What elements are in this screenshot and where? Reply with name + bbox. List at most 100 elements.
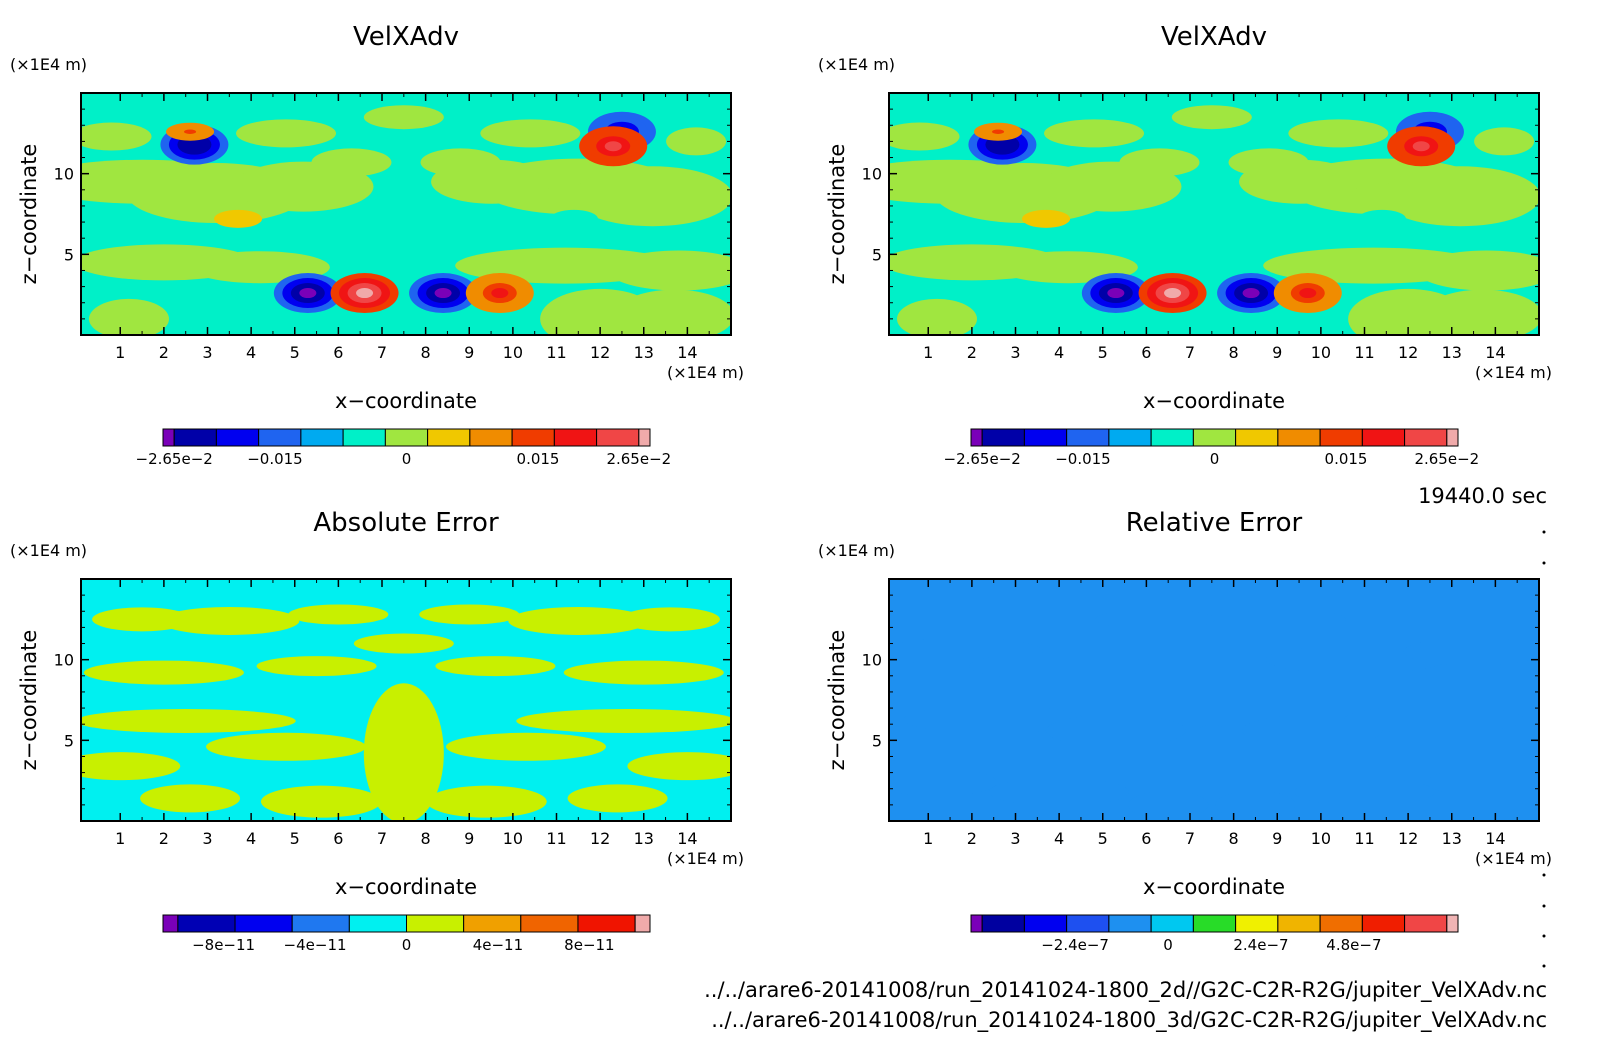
field-texture bbox=[363, 105, 444, 130]
field-feature bbox=[330, 273, 399, 314]
y-tick-label: 10 bbox=[862, 651, 882, 670]
y-tick-label: 10 bbox=[54, 165, 74, 184]
field-feature bbox=[214, 209, 263, 228]
x-tick-label: 7 bbox=[1185, 829, 1195, 848]
chart-title: VelXAdv bbox=[353, 22, 459, 52]
colorbar-label: 2.65e−2 bbox=[606, 450, 671, 468]
field-texture bbox=[1225, 609, 1346, 630]
field-texture bbox=[426, 785, 547, 818]
field-feature bbox=[465, 273, 534, 314]
colorbar-swatch bbox=[1361, 914, 1406, 933]
field bbox=[889, 93, 1539, 335]
y-tick-label: 10 bbox=[862, 165, 882, 184]
field bbox=[81, 579, 731, 821]
colorbar-swatch bbox=[177, 914, 236, 933]
x-tick-label: 11 bbox=[1354, 829, 1374, 848]
x-axis-label: x−coordinate bbox=[335, 389, 477, 413]
feature-ring bbox=[992, 129, 1005, 134]
colorbar-swatch bbox=[981, 914, 1025, 933]
field-texture bbox=[608, 250, 731, 291]
plot-frame bbox=[80, 578, 732, 822]
colorbar-label: −2.4e−7 bbox=[1041, 936, 1109, 954]
colorbar-swatch bbox=[1192, 428, 1237, 447]
field-texture bbox=[1348, 288, 1469, 335]
x-tick-label: 10 bbox=[503, 343, 523, 362]
x-tick-label: 2 bbox=[967, 829, 977, 848]
colorbar-swatch bbox=[1361, 428, 1406, 447]
x-unit-label: (×1E4 m) bbox=[1475, 849, 1552, 868]
field-feature bbox=[1081, 273, 1150, 314]
x-tick-label: 13 bbox=[634, 829, 654, 848]
field-texture bbox=[1265, 645, 1446, 674]
field bbox=[81, 93, 731, 335]
colorbar-label: 0.015 bbox=[1325, 450, 1368, 468]
x-tick-label: 12 bbox=[1398, 343, 1418, 362]
field-texture bbox=[1171, 105, 1252, 130]
x-tick-label: 1 bbox=[115, 343, 125, 362]
field-feature bbox=[549, 209, 598, 228]
colorbar-label: −2.65e−2 bbox=[944, 450, 1021, 468]
feature-ring bbox=[1107, 288, 1125, 299]
x-axis-label: x−coordinate bbox=[335, 875, 477, 899]
colorbar-label: 4.8e−7 bbox=[1326, 936, 1381, 954]
field-texture bbox=[88, 298, 169, 335]
field-texture bbox=[353, 633, 454, 654]
plot-frame bbox=[888, 92, 1540, 336]
field-texture bbox=[619, 607, 720, 632]
x-tick-label: 10 bbox=[1311, 343, 1331, 362]
field-texture bbox=[260, 785, 381, 818]
chart-panel-1: VelXAdv(×1E4 m)1 2 3 4 5 6 7 8 9 10 11 12 13 14510(×1… bbox=[10, 22, 744, 468]
x-tick-label: 6 bbox=[1141, 829, 1151, 848]
feature-ring bbox=[604, 141, 622, 152]
field-texture bbox=[81, 122, 152, 151]
colorbar-label: 8e−11 bbox=[564, 936, 614, 954]
feature-ring bbox=[1040, 216, 1053, 222]
feature-ring bbox=[1299, 288, 1317, 299]
y-unit-label: (×1E4 m) bbox=[10, 55, 87, 74]
colorbar-label: −8e−11 bbox=[192, 936, 255, 954]
colorbar-swatch bbox=[258, 428, 302, 447]
colorbar-swatch bbox=[1235, 428, 1279, 447]
x-tick-label: 12 bbox=[590, 343, 610, 362]
x-tick-label: 5 bbox=[290, 829, 300, 848]
x-tick-label: 6 bbox=[333, 343, 343, 362]
x-tick-label: 6 bbox=[333, 829, 343, 848]
colorbar-swatch bbox=[427, 428, 471, 447]
colorbar-swatch bbox=[970, 914, 983, 933]
colorbar-label: 2.65e−2 bbox=[1414, 450, 1479, 468]
field-texture bbox=[159, 606, 300, 635]
x-tick-label: 11 bbox=[1354, 343, 1374, 362]
feature-ring bbox=[993, 139, 1011, 150]
y-axis-label: z−coordinate bbox=[17, 144, 41, 285]
field-texture bbox=[1128, 790, 1209, 819]
field-texture bbox=[508, 606, 649, 635]
colorbar-swatch bbox=[1066, 914, 1110, 933]
field-texture bbox=[1344, 705, 1525, 734]
stray-dots bbox=[1542, 530, 1546, 968]
colorbar-label: 0 bbox=[1163, 936, 1173, 954]
field-texture bbox=[1228, 148, 1309, 177]
field-texture bbox=[1215, 790, 1296, 819]
colorbar-swatch bbox=[981, 428, 1025, 447]
colorbar-swatch bbox=[342, 428, 386, 447]
colorbar-swatch bbox=[173, 428, 217, 447]
y-unit-label: (×1E4 m) bbox=[818, 541, 895, 560]
feature-ring bbox=[434, 288, 452, 299]
y-unit-label: (×1E4 m) bbox=[818, 55, 895, 74]
field-texture bbox=[889, 122, 960, 151]
colorbar-swatch bbox=[634, 914, 651, 933]
feature-ring bbox=[185, 139, 203, 150]
field-texture bbox=[1045, 714, 1186, 747]
colorbar-swatch bbox=[1404, 428, 1448, 447]
colorbar-swatch bbox=[469, 428, 513, 447]
feature-ring bbox=[1242, 288, 1260, 299]
field-feature bbox=[1273, 273, 1342, 314]
x-tick-label: 14 bbox=[677, 829, 697, 848]
x-tick-label: 9 bbox=[1272, 343, 1282, 362]
colorbar-swatch bbox=[1235, 914, 1279, 933]
field-texture bbox=[1474, 127, 1535, 156]
colorbar-swatch bbox=[291, 914, 350, 933]
x-tick-label: 5 bbox=[1098, 829, 1108, 848]
time-label: 19440.0 sec bbox=[1418, 484, 1547, 508]
field-feature bbox=[409, 273, 478, 314]
